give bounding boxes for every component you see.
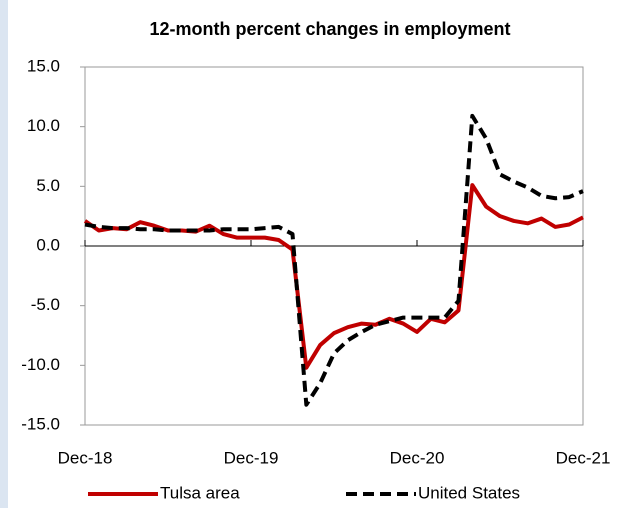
x-tick-label: Dec-19 [224, 448, 279, 467]
x-tick-label: Dec-20 [390, 448, 445, 467]
legend-label: United States [418, 483, 520, 502]
x-tick-label: Dec-18 [58, 448, 113, 467]
y-tick-label: -15.0 [21, 414, 60, 433]
y-tick-label: 10.0 [27, 116, 60, 135]
y-tick-label: -10.0 [21, 355, 60, 374]
y-tick-label: 5.0 [36, 176, 60, 195]
y-tick-label: 15.0 [27, 56, 60, 75]
side-strip [0, 0, 8, 508]
y-tick-label: 0.0 [36, 235, 60, 254]
chart-title: 12-month percent changes in employment [149, 19, 510, 39]
series-line [83, 183, 584, 370]
y-tick-label: -5.0 [31, 295, 60, 314]
legend-label: Tulsa area [160, 483, 240, 502]
x-tick-label: Dec-21 [556, 448, 611, 467]
series-line [84, 113, 584, 407]
